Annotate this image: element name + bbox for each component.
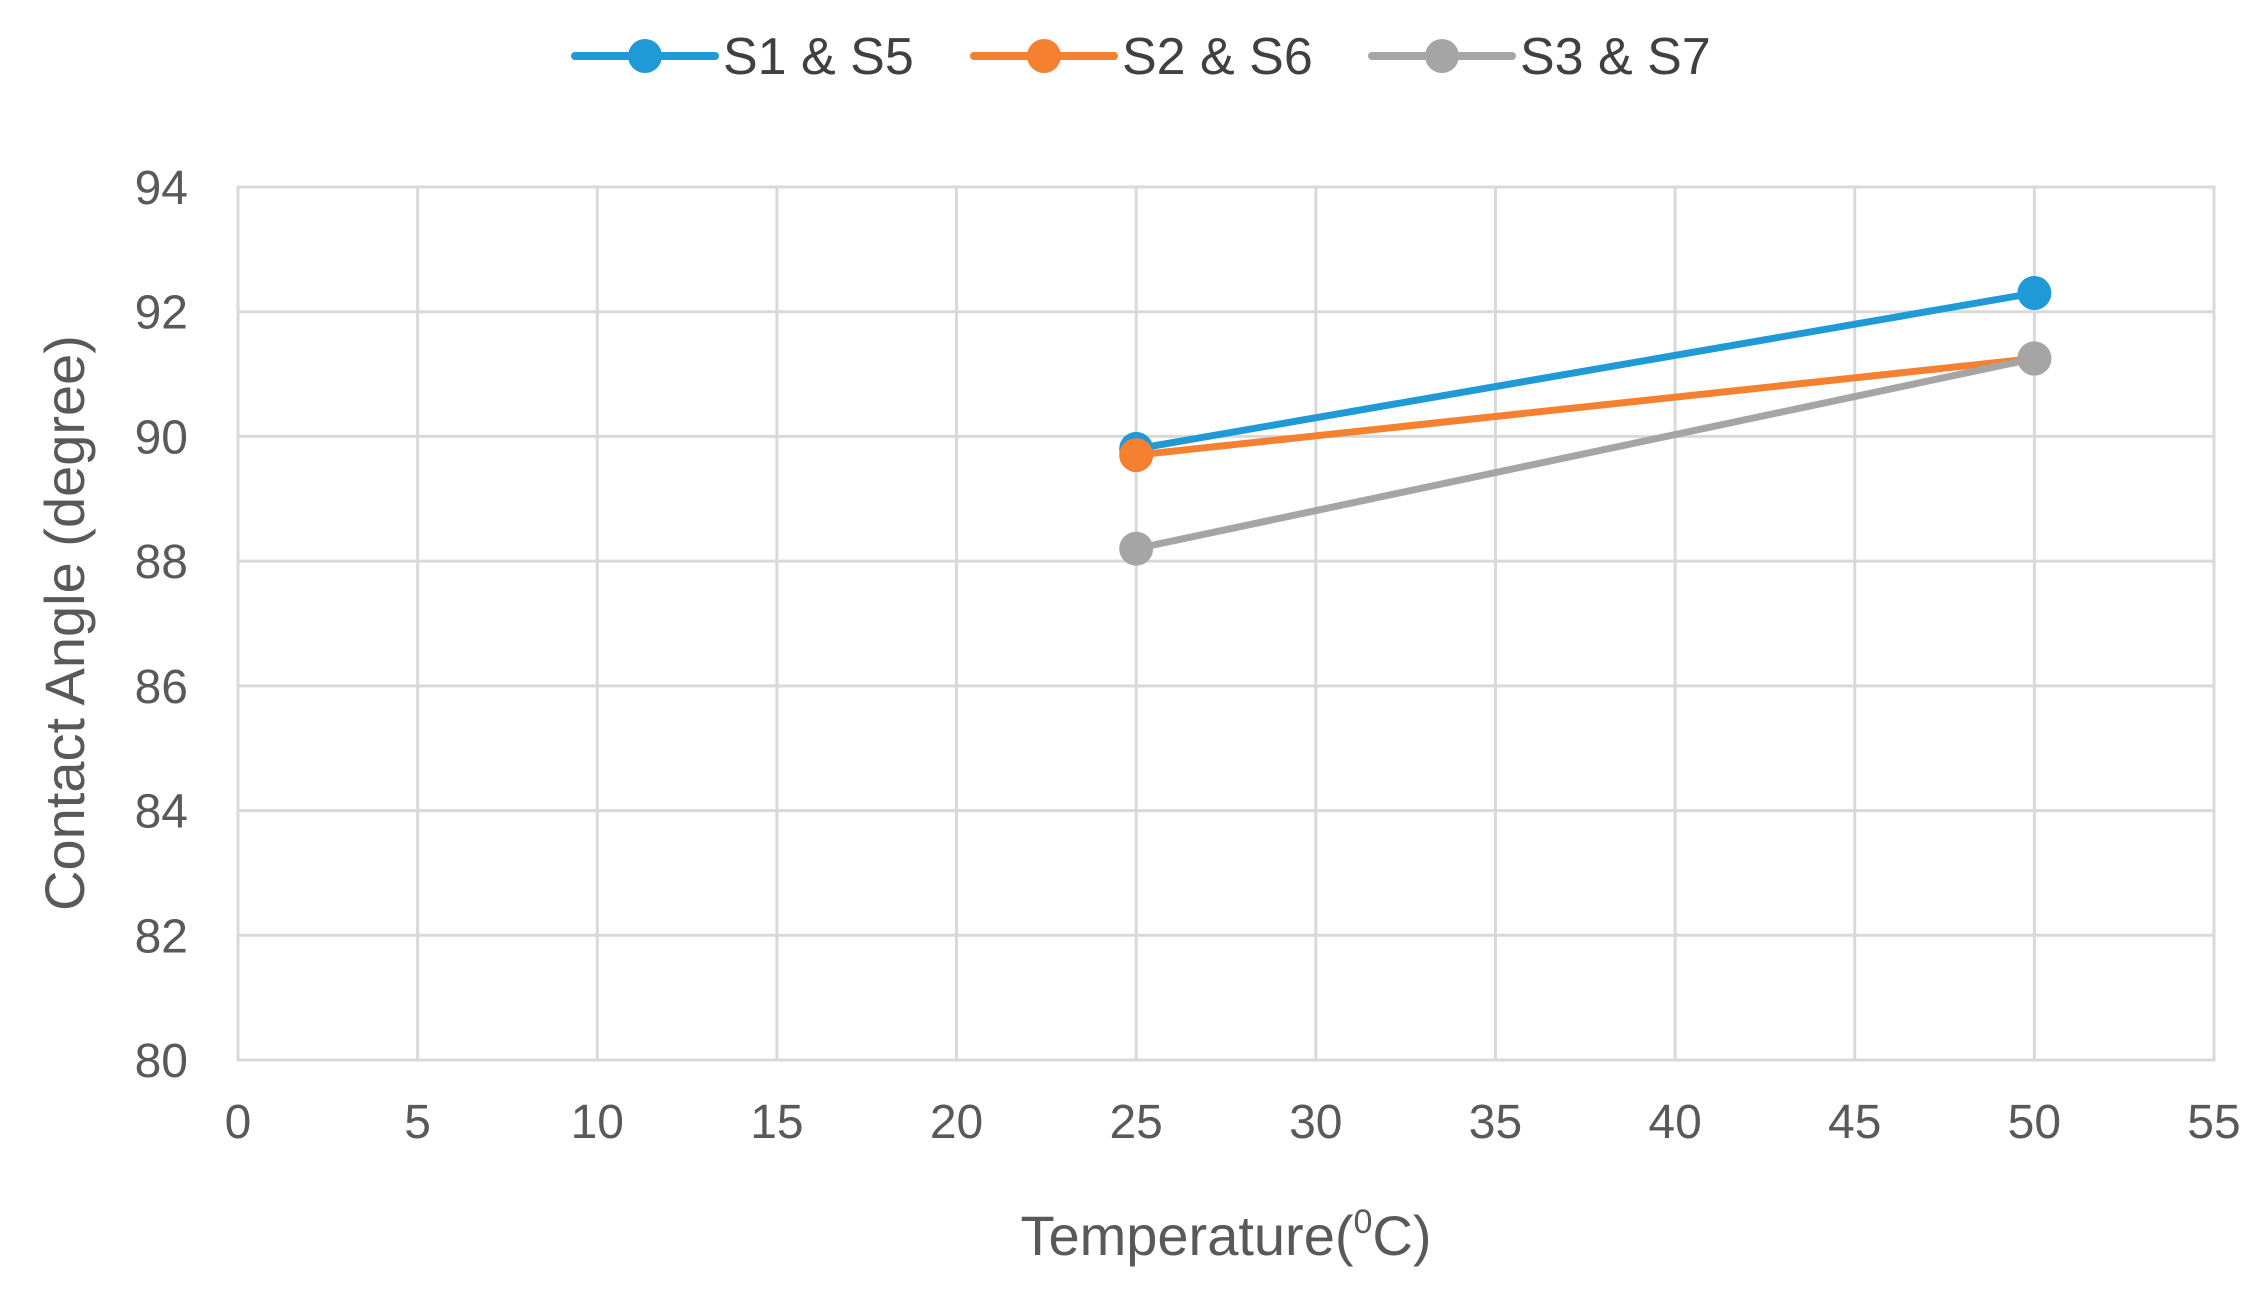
plot-area <box>236 185 2216 1062</box>
legend-label: S1 & S5 <box>723 28 914 86</box>
series-3 <box>1119 341 2052 566</box>
x-tick-label: 35 <box>1469 1096 1522 1149</box>
data-point <box>1119 531 1154 566</box>
y-tick-label: 80 <box>135 1035 188 1088</box>
x-axis-title: Temperature(0C) <box>1020 1203 1431 1267</box>
x-tick-label: 25 <box>1109 1096 1162 1149</box>
data-point <box>2017 276 2052 311</box>
legend-label: S2 & S6 <box>1122 28 1313 86</box>
legend-item-3: S3 & S7 <box>1368 28 1711 86</box>
legend-item-2: S2 & S6 <box>970 28 1313 86</box>
legend-item-1: S1 & S5 <box>571 28 914 86</box>
x-tick-label: 55 <box>2187 1096 2240 1149</box>
series-line <box>1132 354 2038 553</box>
x-tick-label: 50 <box>2008 1096 2061 1149</box>
series-line <box>1132 289 2038 453</box>
legend-marker <box>1425 39 1459 73</box>
x-tick-label: 45 <box>1828 1096 1881 1149</box>
x-tick-label: 15 <box>750 1096 803 1149</box>
x-axis-ticks: 0 5 10 15 20 25 30 35 40 45 50 55 <box>225 1096 2241 1149</box>
y-tick-label: 92 <box>135 287 188 340</box>
legend-marker <box>628 39 662 73</box>
y-tick-label: 90 <box>135 411 188 464</box>
y-axis-title: Contact Angle (degree) <box>33 335 96 911</box>
data-point <box>1119 438 1154 473</box>
x-tick-label: 20 <box>930 1096 983 1149</box>
x-tick-label: 30 <box>1289 1096 1342 1149</box>
series-layer <box>1119 276 2052 566</box>
legend-label: S3 & S7 <box>1520 28 1711 86</box>
x-tick-label: 10 <box>571 1096 624 1149</box>
legend-marker <box>1027 39 1061 73</box>
y-tick-label: 94 <box>135 162 188 215</box>
legend: S1 & S5 S2 & S6 S3 & S7 <box>571 28 1711 86</box>
x-tick-label: 5 <box>404 1096 431 1149</box>
x-tick-label: 0 <box>225 1096 252 1149</box>
y-tick-label: 88 <box>135 536 188 589</box>
grid <box>236 185 2216 1062</box>
data-point <box>2017 341 2052 376</box>
y-tick-label: 84 <box>135 786 188 839</box>
x-tick-label: 40 <box>1648 1096 1701 1149</box>
y-tick-label: 86 <box>135 661 188 714</box>
y-axis-ticks: 80 82 84 86 88 90 92 94 <box>135 162 188 1088</box>
y-tick-label: 82 <box>135 910 188 963</box>
series-line <box>1132 354 2038 459</box>
